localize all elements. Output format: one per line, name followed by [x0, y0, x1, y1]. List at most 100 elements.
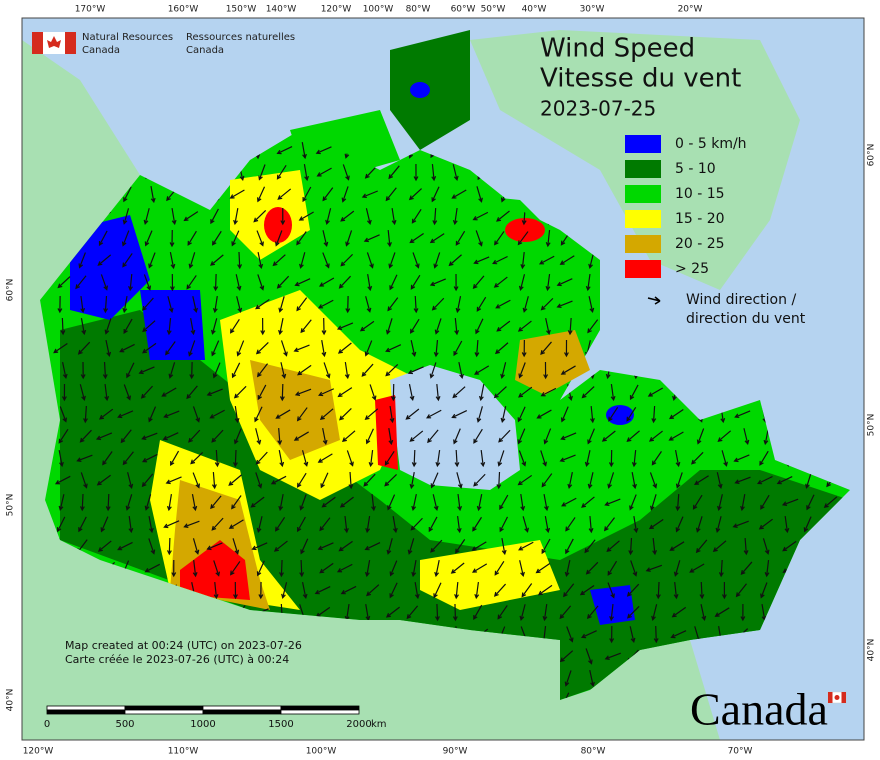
- wind-arrow: [363, 473, 376, 487]
- wind-arrow: [192, 538, 200, 555]
- wind-arrow: [694, 475, 709, 485]
- wind-arrow: [543, 428, 552, 445]
- wind-arrow: [163, 410, 180, 419]
- wind-arrow: [232, 538, 240, 555]
- wind-arrow: [272, 254, 286, 267]
- wind-arrow: [496, 471, 502, 490]
- wind-arrow: [169, 229, 175, 248]
- wind-arrow: [303, 164, 309, 182]
- wind-arrow: [428, 516, 438, 533]
- wind-arrow: [187, 230, 197, 246]
- wind-arrow: [473, 604, 483, 621]
- wind-arrow: [408, 188, 423, 201]
- wind-arrow: [433, 252, 441, 269]
- wind-arrow: [604, 498, 621, 507]
- wind-arrow: [803, 516, 812, 533]
- wind-arrow: [188, 340, 196, 357]
- wind-arrow: [471, 541, 487, 551]
- wind-arrow: [472, 275, 485, 290]
- wind-arrow: [537, 584, 553, 596]
- wind-arrow: [125, 494, 133, 511]
- wind-arrow: [522, 296, 529, 313]
- wind-arrow: [80, 472, 88, 489]
- legend-arrow: [647, 296, 661, 305]
- scale-segment: [124, 709, 204, 715]
- wind-arrow: [565, 538, 574, 555]
- wind-arrow: [601, 430, 616, 442]
- wind-arrow: [337, 387, 353, 398]
- wind-arrow: [121, 230, 130, 247]
- legend-arrow-label: direction du vent: [686, 311, 806, 327]
- wind-arrow: [233, 208, 239, 226]
- wind-arrow: [542, 603, 548, 622]
- wind-zone: [375, 395, 398, 470]
- wind-arrow: [144, 230, 153, 247]
- wind-arrow: [211, 471, 217, 490]
- wind-arrow: [322, 230, 329, 248]
- wind-arrow: [675, 493, 681, 512]
- wind-arrow: [325, 208, 332, 225]
- wind-arrow: [128, 515, 134, 534]
- wind-arrow: [364, 542, 381, 551]
- wind-arrow: [364, 165, 378, 179]
- wind-arrow: [734, 476, 751, 484]
- wind-arrow: [609, 603, 614, 622]
- wind-arrow: [455, 230, 466, 246]
- wind-arrow: [257, 274, 265, 291]
- island: [420, 190, 600, 300]
- wind-arrow: [279, 383, 285, 402]
- wind-arrow: [190, 318, 196, 336]
- wind-arrow: [102, 451, 113, 466]
- wind-arrow: [255, 472, 263, 489]
- wind-arrow: [300, 319, 312, 334]
- wind-arrow: [452, 603, 458, 622]
- wind-arrow: [388, 252, 396, 269]
- wind-arrow: [346, 450, 354, 467]
- wind-arrow: [628, 537, 634, 556]
- wind-arrow: [212, 296, 218, 314]
- graticule-label: 100°W: [363, 5, 394, 15]
- wind-arrow: [192, 559, 198, 578]
- wind-arrow: [209, 409, 225, 419]
- wind-arrow: [192, 296, 198, 314]
- wind-arrow: [236, 340, 245, 357]
- wind-arrow: [564, 560, 571, 578]
- wind-arrow: [758, 518, 773, 530]
- wind-arrow: [384, 473, 397, 487]
- wind-arrow: [519, 604, 526, 621]
- wind-arrow: [322, 252, 330, 269]
- wind-zone: [264, 207, 292, 243]
- wind-arrow: [119, 343, 135, 353]
- wind-arrow: [626, 605, 640, 619]
- wind-arrow: [293, 431, 309, 441]
- wind-arrow: [318, 388, 335, 397]
- wind-arrow: [541, 538, 551, 555]
- wind-arrow: [316, 167, 332, 177]
- wind-arrow: [587, 428, 595, 445]
- wind-arrow: [365, 428, 374, 445]
- legend-label: 15 - 20: [675, 211, 725, 227]
- wind-arrow: [603, 517, 615, 532]
- wind-arrow: [721, 581, 727, 600]
- wind-arrow: [211, 230, 222, 246]
- wind-arrow: [367, 274, 373, 292]
- wind-arrow: [189, 361, 195, 380]
- wind-arrow: [522, 516, 529, 533]
- wind-arrow: [714, 607, 730, 617]
- graticule-label: 60°N: [6, 279, 16, 302]
- legend-swatch: [625, 235, 661, 253]
- wind-arrow: [389, 274, 398, 291]
- wind-arrow: [76, 454, 93, 462]
- wind-arrow: [493, 583, 507, 597]
- wind-arrow: [580, 630, 597, 639]
- wind-arrow: [633, 516, 639, 534]
- footer: Carte créée le 2023-07-26 (UTC) à 00:24: [65, 653, 289, 666]
- wind-arrow: [368, 449, 374, 468]
- wind-arrow: [699, 581, 705, 600]
- wind-arrow: [389, 406, 395, 424]
- wind-arrow: [317, 542, 334, 551]
- wind-arrow: [675, 516, 684, 533]
- wind-arrow: [255, 342, 269, 355]
- wind-arrow: [210, 208, 219, 225]
- wind-arrow: [559, 605, 572, 620]
